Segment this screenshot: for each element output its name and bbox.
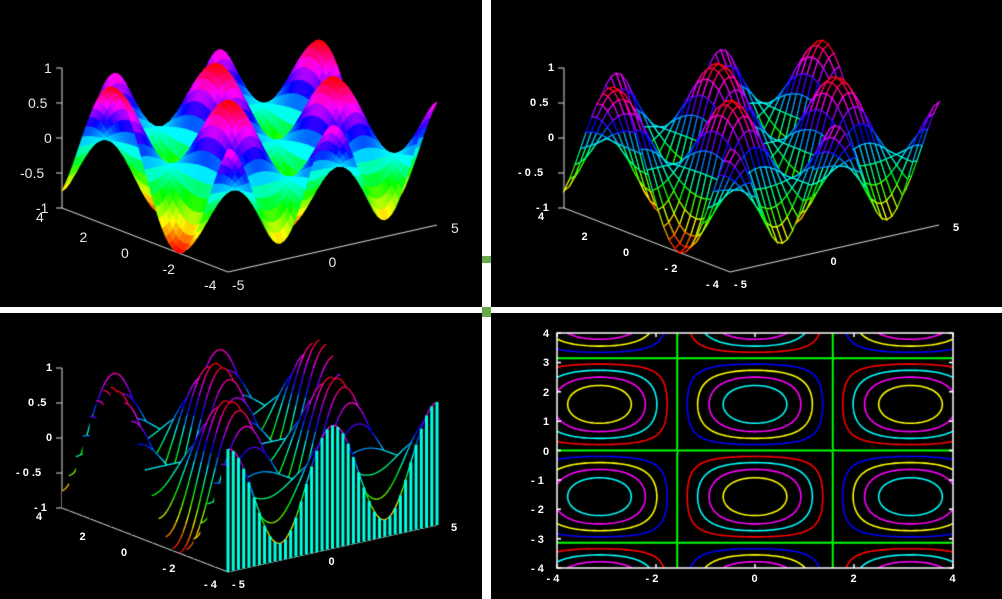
tick-label: - 2 [162,563,176,575]
filled-surface-plot: 1 0.5 0 -0.5 -1 4 2 0 -2 -4 -5 0 5 [0,0,482,307]
tick-label: 2 [581,231,588,243]
tick-label: 0 [328,253,337,270]
tick-label: - 0 .5 [518,167,544,179]
tick-label: 0 [46,432,53,444]
tick-label: 2 [543,386,550,399]
tick-label: - 1 [34,502,47,514]
tick-label: -1 [36,200,49,216]
tick-label: 1 [46,362,53,374]
tick-label: 0 [328,555,335,568]
tick-label: -0.5 [20,165,45,181]
tick-label: - 2 [664,263,678,275]
contour-plot: - 4 - 2 0 2 4 4 3 2 1 0 - 1 - 2 - 3 - 4 [491,313,1002,599]
tick-label: 2 [79,531,86,543]
tick-label: - 2 [645,573,659,585]
tick-label: 0.5 [28,95,48,111]
tick-label: 0 [543,445,550,458]
tick-label: 0 [751,573,758,585]
tick-label: 1 [543,416,550,429]
tick-label: 1 [44,60,52,76]
tick-label: 4 [538,211,545,223]
tick-label: - 0 .5 [16,467,42,479]
tick-label: 0 [830,255,837,268]
tick-label: 4 [543,328,550,340]
tick-label: 0 [44,130,52,146]
contour-canvas [491,313,1002,599]
tick-label: 5 [451,220,459,236]
tick-label: 4 [949,573,956,585]
tick-label: 1 [548,62,555,74]
tick-label: - 3 [531,533,544,546]
tick-label: 0 .5 [28,397,47,409]
tick-label: 5 [451,522,458,534]
tick-label: 0 .5 [530,97,549,109]
tick-label: 0 [623,247,630,259]
tick-label: - 2 [531,504,544,517]
tick-label: 0 [548,132,555,144]
tick-label: 4 [36,209,44,225]
tick-label: - 4 [546,573,560,585]
tick-label: 3 [543,357,550,370]
tick-label: - 5 [232,579,245,591]
tick-label: -2 [162,261,175,277]
tick-label: - 5 [734,279,747,291]
tick-label: 5 [953,222,960,234]
tick-label: 0 [121,547,128,559]
surface-canvas [0,0,482,307]
tick-label: 0 [121,245,129,261]
divider-artifact [482,256,491,263]
mesh-canvas [491,0,1002,307]
tick-label: 2 [79,229,88,245]
tick-label: - 4 [531,563,544,575]
tick-label: - 1 [531,474,544,487]
tick-label: - 1 [536,202,549,214]
tick-label: - 4 [204,579,217,591]
divider-artifact [482,307,491,317]
waterfall-canvas [0,313,482,599]
tick-label: 4 [36,511,43,523]
tick-label: -4 [204,277,217,293]
tick-label: -5 [232,277,245,293]
tick-label: 2 [850,573,857,585]
tick-label: - 4 [706,279,719,291]
